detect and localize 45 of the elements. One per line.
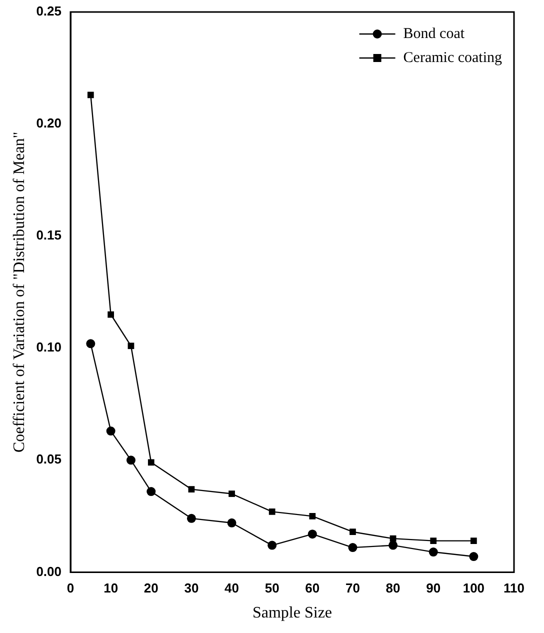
x-tick-label: 60 [305, 580, 320, 596]
point [186, 514, 196, 523]
point [469, 552, 478, 562]
x-tick-label: 0 [66, 580, 74, 596]
y-tick-label: 0.25 [36, 4, 62, 19]
x-tick-label: 70 [345, 580, 360, 596]
point [308, 530, 317, 539]
x-tick-label: 30 [184, 580, 199, 596]
x-tick-label: 40 [224, 580, 240, 596]
point [388, 540, 398, 550]
point [228, 490, 235, 497]
point [268, 508, 276, 515]
point [106, 426, 116, 436]
y-tick-label: 0.00 [36, 564, 62, 579]
legend-label: Bond coat [403, 26, 466, 42]
point [188, 486, 195, 492]
x-tick-label: 20 [144, 580, 158, 596]
point [350, 528, 356, 536]
y-tick-label: 0.20 [36, 116, 62, 131]
point [146, 487, 156, 496]
point [309, 513, 316, 520]
x-tick-label: 10 [104, 580, 118, 596]
point [108, 311, 114, 318]
x-tick-label: 100 [462, 580, 485, 596]
point [348, 543, 358, 552]
x-tick-label: 80 [386, 580, 400, 596]
point [87, 92, 94, 98]
x-tick-label: 90 [426, 580, 441, 596]
y-tick-label: 0.10 [36, 340, 62, 355]
y-axis-title: Coefficient of Variation of "Distribution of Mean" [10, 132, 28, 453]
point [428, 548, 438, 557]
x-axis-title: Sample Size [252, 604, 332, 622]
point [430, 538, 437, 544]
x-tick-label: 110 [504, 580, 524, 596]
point [86, 339, 96, 348]
point [227, 518, 236, 528]
y-tick-label: 0.05 [36, 452, 62, 467]
x-tick-label: 50 [264, 580, 280, 596]
point [268, 540, 277, 550]
point [126, 456, 136, 465]
point [128, 342, 134, 350]
point [470, 538, 477, 544]
point [148, 459, 154, 466]
y-tick-label: 0.15 [36, 228, 62, 243]
legend-label: Ceramic coating [403, 50, 502, 66]
